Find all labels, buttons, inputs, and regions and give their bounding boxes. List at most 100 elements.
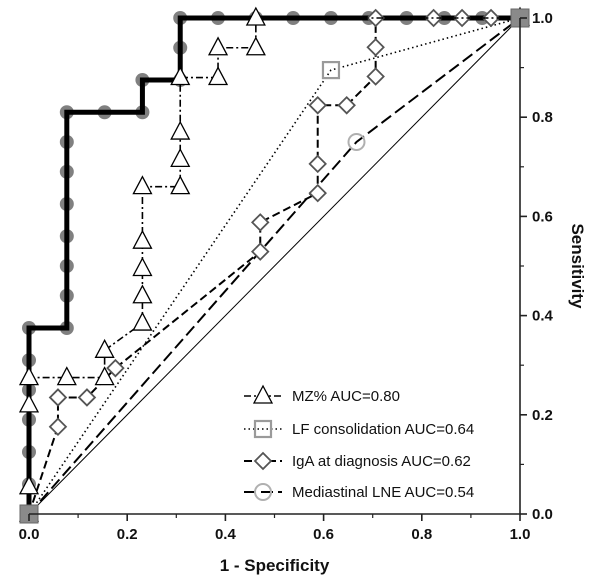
legend-marker-symbol bbox=[252, 384, 274, 404]
y-tick-label: 0.4 bbox=[532, 308, 554, 325]
x-tick-label: 0.0 bbox=[19, 526, 40, 543]
triangle-shape bbox=[56, 366, 77, 386]
x-tick-label: 0.4 bbox=[215, 526, 237, 543]
y-tick-label: 0.6 bbox=[532, 208, 553, 225]
legend: MZ% AUC=0.80 LF consolidation AUC=0.64 I… bbox=[244, 384, 474, 501]
y-tick-label: 1.0 bbox=[532, 10, 553, 27]
data-point-marker bbox=[132, 229, 153, 249]
series-line bbox=[28, 17, 520, 514]
triangle-shape bbox=[170, 175, 191, 195]
data-point-marker bbox=[245, 36, 266, 56]
data-point-marker bbox=[337, 96, 356, 115]
triangle-shape bbox=[132, 229, 153, 249]
x-tick-label: 0.2 bbox=[117, 526, 138, 543]
triangle-shape bbox=[245, 6, 266, 26]
triangle-shape bbox=[132, 175, 153, 195]
reference-diagonal-line bbox=[28, 17, 521, 515]
x-tick-label: 0.8 bbox=[411, 526, 432, 543]
triangle-shape bbox=[18, 393, 40, 413]
y-tick-label: 0.2 bbox=[532, 407, 553, 424]
legend-entry-lne: Mediastinal LNE AUC=0.54 bbox=[244, 483, 474, 501]
x-axis-title: 1 - Specificity bbox=[220, 556, 330, 575]
data-point-marker bbox=[132, 284, 153, 304]
x-tick-label: 0.6 bbox=[313, 526, 334, 543]
data-point-marker bbox=[132, 311, 153, 331]
legend-entry-iga: IgA at diagnosis AUC=0.62 bbox=[244, 451, 471, 471]
data-point-marker bbox=[170, 147, 191, 168]
data-point-marker bbox=[347, 133, 366, 151]
reference-line-layer bbox=[28, 17, 521, 515]
legend-marker-symbol bbox=[253, 419, 273, 439]
triangle-shape bbox=[252, 384, 274, 404]
triangle-shape bbox=[245, 36, 266, 56]
data-point-marker bbox=[308, 183, 327, 203]
legend-diamond-marker bbox=[244, 451, 282, 471]
data-point-marker bbox=[94, 338, 115, 358]
data-point-marker bbox=[170, 175, 191, 195]
data-point-marker bbox=[250, 213, 270, 232]
data-point-marker bbox=[77, 388, 97, 407]
data-point-marker bbox=[321, 60, 341, 80]
series-4 bbox=[28, 17, 521, 515]
data-point-marker bbox=[56, 366, 77, 386]
legend-marker-symbol bbox=[254, 483, 272, 501]
data-point-marker bbox=[207, 66, 229, 86]
triangle-shape bbox=[94, 366, 115, 386]
triangle-shape bbox=[132, 311, 153, 331]
data-point-marker bbox=[132, 257, 153, 277]
axes-layer: 0.0 0.2 0.4 0.6 0.8 1.0 0.0 0.2 0.4 0.6 0.8 1.0 1 … bbox=[19, 10, 587, 575]
data-point-marker bbox=[308, 154, 327, 174]
triangle-shape bbox=[132, 257, 153, 277]
y-tick-label: 0.8 bbox=[532, 109, 553, 126]
legend-triangle-marker bbox=[244, 384, 282, 404]
y-tick-label: 0.0 bbox=[532, 506, 553, 523]
data-point-marker bbox=[170, 66, 191, 86]
data-point-marker bbox=[18, 393, 40, 413]
triangle-shape bbox=[18, 475, 40, 495]
triangle-shape bbox=[132, 284, 153, 304]
data-point-marker bbox=[132, 175, 153, 195]
legend-circle-marker bbox=[244, 483, 282, 501]
triangle-shape bbox=[18, 366, 40, 386]
data-point-marker bbox=[424, 8, 443, 28]
data-point-marker bbox=[18, 366, 40, 386]
x-ticks: 0.0 0.2 0.4 0.6 0.8 1.0 bbox=[19, 514, 531, 543]
data-point-marker bbox=[94, 366, 115, 386]
triangle-shape bbox=[207, 36, 229, 56]
data-point-marker bbox=[170, 120, 191, 140]
data-point-marker bbox=[366, 67, 385, 86]
series-line bbox=[28, 17, 521, 515]
data-point-marker bbox=[308, 96, 327, 115]
legend-entry-mz: MZ% AUC=0.80 bbox=[244, 384, 400, 405]
data-point-marker bbox=[366, 37, 385, 57]
x-tick-label: 1.0 bbox=[510, 526, 531, 543]
series-1 bbox=[18, 6, 531, 522]
triangle-shape bbox=[170, 120, 191, 140]
triangle-shape bbox=[170, 147, 191, 168]
legend-marker-symbol bbox=[253, 451, 273, 471]
legend-label-iga: IgA at diagnosis AUC=0.62 bbox=[292, 453, 471, 470]
triangle-shape bbox=[170, 66, 191, 86]
legend-entry-lf: LF consolidation AUC=0.64 bbox=[244, 419, 474, 439]
data-point-marker bbox=[18, 475, 40, 495]
data-point-marker bbox=[48, 417, 68, 436]
legend-square-marker bbox=[244, 419, 282, 439]
y-axis-title: Sensitivity bbox=[568, 223, 587, 309]
series-2 bbox=[28, 17, 521, 515]
data-point-marker bbox=[245, 6, 266, 26]
legend-label-mz: MZ% AUC=0.80 bbox=[292, 388, 400, 405]
legend-label-lf: LF consolidation AUC=0.64 bbox=[292, 421, 474, 438]
y-ticks: 0.0 0.2 0.4 0.6 0.8 1.0 bbox=[520, 10, 554, 523]
series-line bbox=[28, 17, 521, 515]
series-layer bbox=[18, 6, 531, 524]
data-point-marker bbox=[366, 8, 385, 28]
triangle-shape bbox=[207, 66, 229, 86]
triangle-shape bbox=[94, 338, 115, 358]
legend-label-lne: Mediastinal LNE AUC=0.54 bbox=[292, 484, 474, 501]
data-point-marker bbox=[106, 358, 125, 378]
data-point-marker bbox=[250, 242, 270, 261]
data-point-marker bbox=[48, 388, 68, 407]
data-point-marker bbox=[207, 36, 229, 56]
data-point-marker bbox=[481, 8, 501, 28]
